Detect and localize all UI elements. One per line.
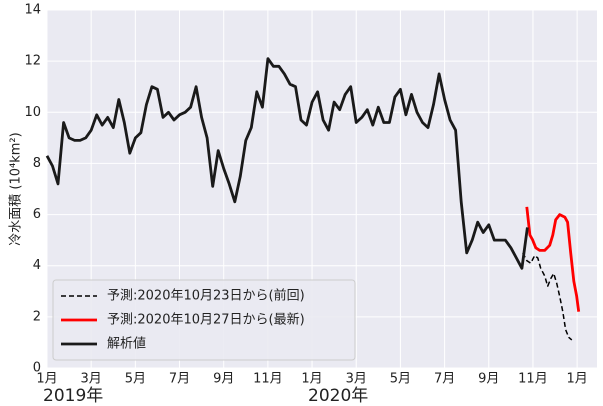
series-line [45, 57, 529, 270]
legend-label: 解析値 [107, 336, 146, 352]
y-tick-label: 12 [24, 54, 41, 69]
y-tick-label: 2 [33, 309, 41, 324]
x-tick-label: 1月 [301, 372, 322, 387]
x-tick-label: 1月 [566, 372, 587, 387]
x-tick-label: 1月 [36, 372, 57, 387]
x-tick-label: 9月 [478, 372, 499, 387]
series-line [522, 252, 573, 341]
y-tick-label: 10 [24, 105, 41, 120]
y-tick-label: 8 [33, 156, 41, 171]
x-tick-label: 7月 [169, 372, 190, 387]
x-tick-label: 11月 [253, 372, 283, 387]
y-tick-label: 6 [33, 207, 41, 222]
y-tick-label: 14 [24, 3, 41, 18]
legend-box [52, 279, 356, 361]
x-tick-label: 5月 [125, 372, 146, 387]
x-tick-label: 3月 [346, 372, 367, 387]
x-tick-label: 5月 [390, 372, 411, 387]
legend-label: 予測:2020年10月23日から(前回) [107, 288, 305, 304]
x-tick-label: 9月 [213, 372, 234, 387]
legend-label: 予測:2020年10月27日から(最新) [107, 312, 305, 328]
x-year-label: 2019年 [43, 386, 103, 406]
x-tick-label: 11月 [518, 372, 548, 387]
y-tick-label: 4 [33, 258, 41, 273]
legend: 予測:2020年10月23日から(前回) 予測:2020年10月27日から(最新)… [52, 279, 356, 361]
x-tick-label: 3月 [81, 372, 102, 387]
y-axis-label: 冷水面積 (10⁴km²) [9, 132, 24, 245]
x-year-label: 2020年 [308, 386, 368, 406]
y-tick-label: 0 [33, 361, 41, 376]
x-tick-label: 7月 [434, 372, 455, 387]
series-line [525, 206, 581, 312]
